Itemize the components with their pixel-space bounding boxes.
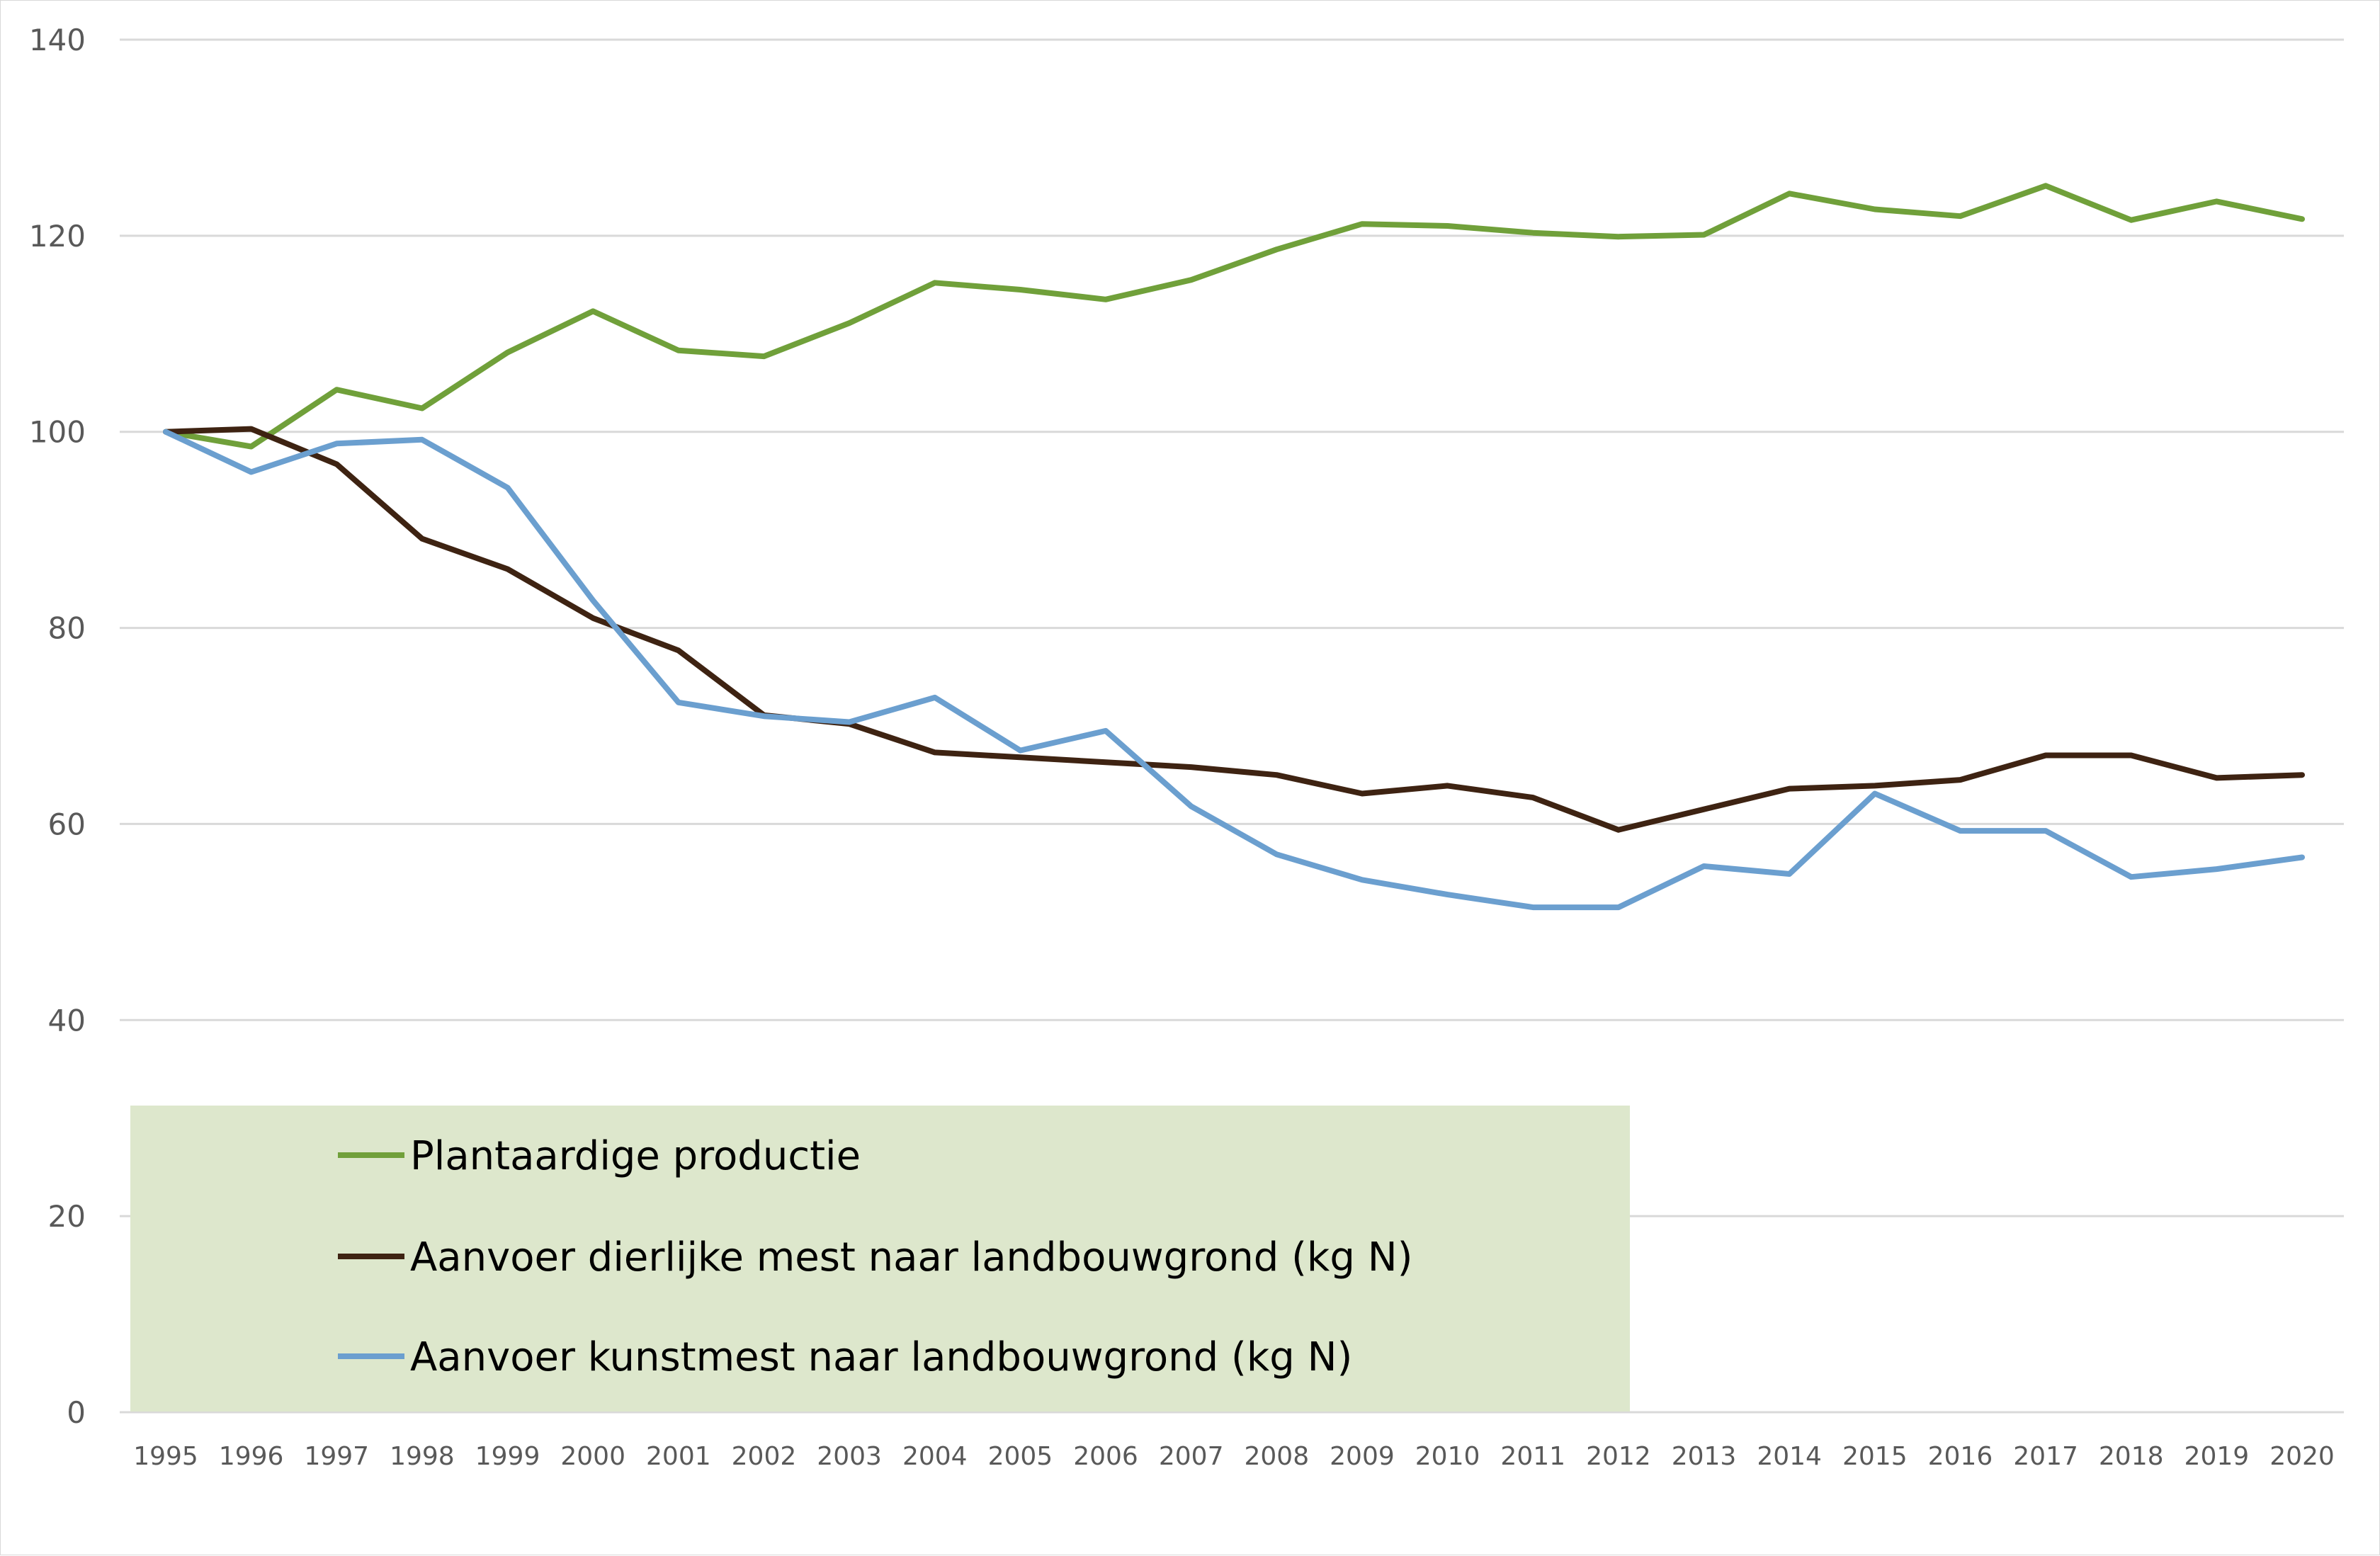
y-tick-label: 140 — [29, 23, 86, 57]
legend: Plantaardige productie Aanvoer dierlijke … — [338, 1133, 1412, 1380]
y-tick-label: 100 — [29, 415, 86, 450]
x-tick-label: 2012 — [1586, 1442, 1651, 1471]
x-tick-label: 2006 — [1073, 1442, 1138, 1471]
y-axis-ticks: 0 20 40 60 80 100 120 140 — [29, 23, 86, 1430]
x-tick-label: 2010 — [1415, 1442, 1480, 1471]
legend-label-2: Aanvoer dierlijke mest naar landbouwgron… — [410, 1234, 1412, 1280]
x-tick-label: 2003 — [817, 1442, 882, 1471]
x-tick-label: 1998 — [390, 1442, 455, 1471]
y-tick-label: 80 — [48, 611, 86, 646]
x-tick-label: 2004 — [902, 1442, 968, 1471]
x-tick-label: 2000 — [560, 1442, 625, 1471]
x-tick-label: 1999 — [475, 1442, 540, 1471]
x-tick-label: 2015 — [1842, 1442, 1908, 1471]
series-line-1 — [163, 183, 2305, 450]
legend-label-1: Plantaardige productie — [410, 1133, 861, 1179]
y-tick-label: 40 — [48, 1003, 86, 1038]
x-tick-label: 2011 — [1500, 1442, 1565, 1471]
y-tick-label: 0 — [67, 1395, 86, 1430]
series-line-2 — [163, 426, 2305, 833]
x-tick-label: 2017 — [2013, 1442, 2078, 1471]
y-tick-label: 60 — [48, 807, 86, 841]
y-tick-label: 20 — [48, 1199, 86, 1234]
series-line-3 — [163, 428, 2305, 911]
series-lines — [163, 183, 2305, 911]
x-tick-label: 2016 — [1928, 1442, 1993, 1471]
x-tick-label: 1996 — [219, 1442, 284, 1471]
y-tick-label: 120 — [29, 219, 86, 254]
x-tick-label: 2013 — [1672, 1442, 1737, 1471]
x-tick-label: 2019 — [2184, 1442, 2250, 1471]
x-tick-label: 2018 — [2099, 1442, 2164, 1471]
x-tick-label: 2020 — [2270, 1442, 2335, 1471]
x-tick-label: 2014 — [1757, 1442, 1822, 1471]
x-tick-label: 2009 — [1330, 1442, 1395, 1471]
x-tick-label: 2002 — [732, 1442, 797, 1471]
x-tick-label: 1995 — [133, 1442, 198, 1471]
legend-label-3: Aanvoer kunstmest naar landbouwgrond (kg… — [410, 1334, 1352, 1380]
x-tick-label: 2008 — [1245, 1442, 1310, 1471]
x-tick-label: 2005 — [988, 1442, 1053, 1471]
x-tick-label: 1997 — [304, 1442, 369, 1471]
x-tick-label: 2001 — [646, 1442, 711, 1471]
x-axis-ticks: 1995 1996 1997 1998 1999 2000 2001 2002 2003 2004… — [133, 1442, 2335, 1471]
x-tick-label: 2007 — [1159, 1442, 1224, 1471]
